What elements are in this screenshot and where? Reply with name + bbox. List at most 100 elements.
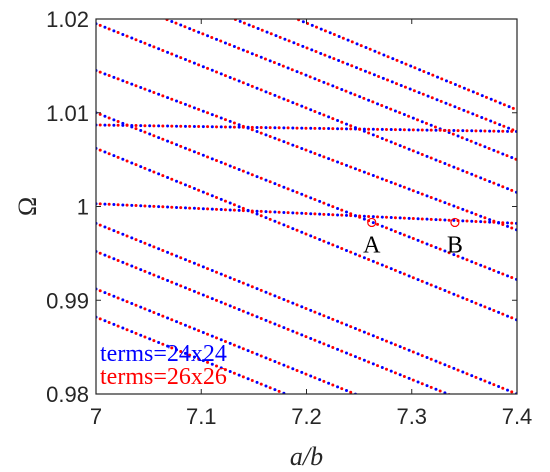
- data-point: [304, 372, 308, 376]
- data-point: [416, 238, 420, 242]
- data-point: [461, 399, 464, 402]
- data-point: [286, 141, 290, 145]
- data-point: [250, 84, 254, 88]
- data-point: [402, 233, 406, 237]
- data-point: [268, 217, 272, 221]
- data-point: [299, 71, 303, 75]
- y-tick-label: 1.01: [46, 101, 89, 126]
- data-point: [483, 178, 487, 182]
- data-point: [210, 68, 214, 72]
- data-point: [362, 330, 366, 334]
- data-point: [465, 372, 469, 376]
- data-point: [371, 215, 375, 219]
- data-point: [232, 77, 236, 81]
- data-point: [188, 353, 192, 357]
- data-point: [152, 90, 156, 94]
- data-point: [300, 333, 304, 337]
- data-point: [291, 227, 295, 231]
- data-point: [353, 252, 357, 256]
- data-point: [442, 129, 446, 133]
- data-point: [425, 356, 429, 360]
- data-point: [313, 151, 317, 155]
- data-point: [390, 80, 394, 84]
- data-point: [389, 140, 393, 144]
- data-point: [170, 141, 174, 145]
- data-point: [456, 129, 460, 133]
- data-point: [116, 324, 120, 328]
- data-point: [363, 69, 367, 73]
- data-point: [277, 210, 281, 214]
- data-point: [166, 316, 170, 320]
- data-point: [291, 395, 294, 398]
- data-point: [273, 322, 277, 326]
- data-point: [362, 129, 366, 133]
- data-point: [349, 124, 353, 128]
- data-point: [241, 375, 245, 379]
- data-point: [148, 271, 152, 275]
- data-point: [309, 126, 313, 130]
- data-point: [336, 245, 340, 249]
- data-point: [134, 84, 138, 88]
- data-point: [371, 334, 375, 338]
- data-point: [291, 301, 295, 305]
- data-point: [112, 75, 116, 79]
- data-point: [134, 331, 138, 335]
- data-point: [143, 130, 147, 134]
- data-point: [368, 47, 372, 51]
- data-point: [376, 402, 379, 405]
- data-point: [223, 199, 227, 203]
- data-point: [188, 259, 192, 263]
- data-point: [438, 389, 442, 393]
- data-point: [363, 396, 366, 399]
- data-point: [470, 260, 474, 264]
- data-point: [237, 308, 241, 312]
- data-point: [465, 209, 469, 213]
- data-point: [223, 368, 227, 372]
- data-point: [309, 108, 313, 112]
- data-point: [474, 174, 478, 178]
- chart-marks: [96, 19, 517, 405]
- data-point: [188, 287, 192, 291]
- data-point: [268, 59, 272, 63]
- data-point: [206, 332, 210, 336]
- data-point: [425, 384, 429, 388]
- data-point: [210, 362, 214, 366]
- data-point: [502, 103, 506, 107]
- data-point: [407, 128, 411, 132]
- data-point: [300, 192, 304, 196]
- data-point: [237, 279, 241, 283]
- data-point: [103, 202, 107, 206]
- data-point: [291, 211, 295, 215]
- data-point: [201, 153, 205, 157]
- data-point: [201, 109, 205, 113]
- data-point: [157, 341, 161, 345]
- data-point: [277, 138, 281, 142]
- data-point: [264, 318, 268, 322]
- data-point: [479, 303, 483, 307]
- data-point: [434, 387, 438, 391]
- data-point: [215, 270, 219, 274]
- data-point: [259, 382, 263, 386]
- data-point: [255, 380, 259, 384]
- data-point: [452, 292, 456, 296]
- data-point: [443, 289, 447, 293]
- data-point: [474, 375, 478, 379]
- data-point: [206, 207, 210, 211]
- data-point: [367, 257, 371, 261]
- data-point: [367, 360, 371, 364]
- data-point: [241, 169, 245, 173]
- data-point: [291, 329, 295, 333]
- data-point: [98, 123, 102, 127]
- series-2: [98, 19, 517, 405]
- data-point: [402, 216, 406, 220]
- data-point: [506, 274, 510, 278]
- data-point: [452, 204, 456, 208]
- data-point: [384, 265, 388, 269]
- data-point: [350, 40, 354, 44]
- data-point: [318, 312, 322, 316]
- data-point: [139, 333, 143, 337]
- data-point: [201, 331, 205, 335]
- data-point: [447, 163, 451, 167]
- data-point: [465, 258, 469, 262]
- data-point: [492, 383, 496, 387]
